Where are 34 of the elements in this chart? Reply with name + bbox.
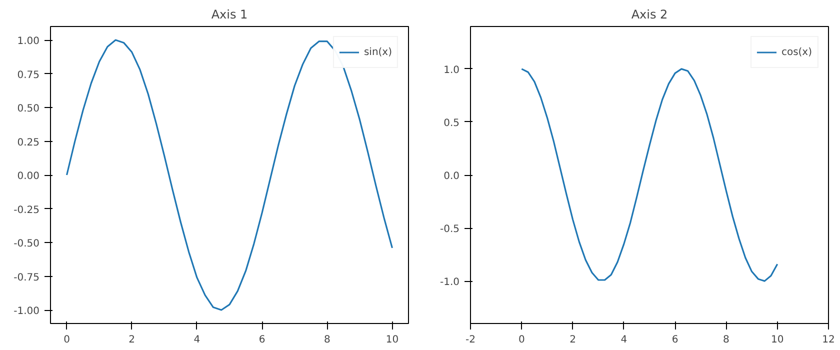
y-tick-label: 0.0 xyxy=(444,171,460,182)
x-tick-label: 6 xyxy=(258,334,266,346)
legend-label: cos(x) xyxy=(781,46,812,58)
x-tick-label: 8 xyxy=(324,334,330,346)
y-tick-label: 1.00 xyxy=(17,36,40,47)
line-series xyxy=(66,39,394,311)
legend-label: sin(x) xyxy=(364,46,392,58)
y-tick-label: -0.50 xyxy=(14,238,40,250)
chart-title: Axis 1 xyxy=(211,8,248,22)
x-tick-label: 8 xyxy=(723,334,730,346)
chart-title: Axis 2 xyxy=(631,8,668,22)
x-tick-label: 4 xyxy=(194,334,200,346)
x-tick-label: 12 xyxy=(822,334,835,346)
x-tick-label: 10 xyxy=(386,334,399,346)
y-tick-label: -1.0 xyxy=(440,277,460,288)
x-tick-label: 6 xyxy=(672,334,678,346)
x-tick-label: 2 xyxy=(570,334,576,346)
y-tick-label: 0.5 xyxy=(444,118,460,129)
y-tick-label: -0.5 xyxy=(440,224,460,236)
y-tick-label: 0.50 xyxy=(17,104,40,114)
y-tick-label: 0.25 xyxy=(17,137,40,148)
y-tick-label: -1.00 xyxy=(14,306,40,317)
x-tick-label: 0 xyxy=(518,334,525,346)
line-series xyxy=(520,68,778,282)
y-tick-label: 1.0 xyxy=(444,64,460,76)
y-tick-label: 0.75 xyxy=(17,70,40,81)
y-tick-label: 0.00 xyxy=(17,171,40,182)
y-tick-label: -0.25 xyxy=(14,204,40,216)
y-tick-label: -0.75 xyxy=(14,272,40,284)
x-tick-label: 4 xyxy=(620,334,628,346)
x-tick-label: -2 xyxy=(466,334,476,346)
x-tick-label: 10 xyxy=(770,334,784,346)
x-tick-label: 2 xyxy=(128,334,136,346)
x-tick-label: 0 xyxy=(64,334,70,346)
